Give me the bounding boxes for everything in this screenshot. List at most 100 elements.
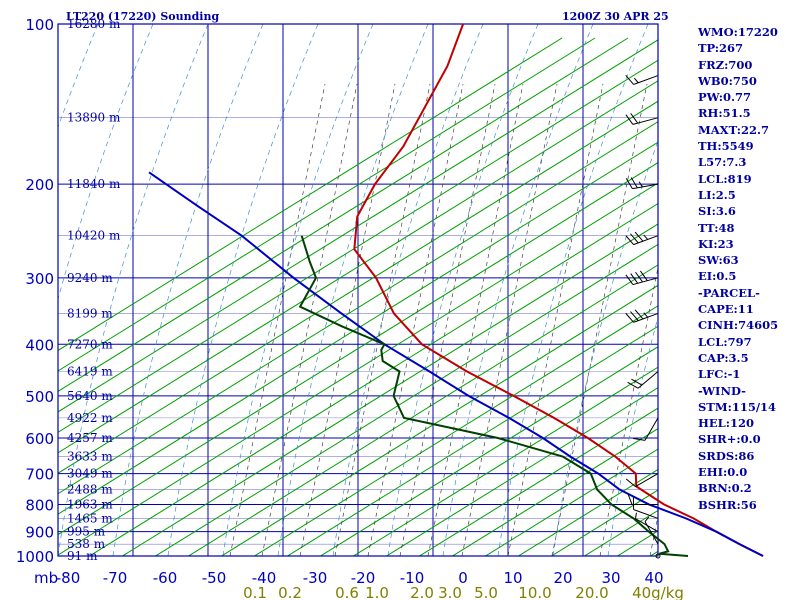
wind-barb (627, 493, 658, 505)
pressure-tick-label: 500 (25, 388, 54, 406)
moist-adiabat (58, 24, 209, 556)
dry-adiabat (58, 141, 658, 515)
index-item: -PARCEL- (698, 285, 760, 300)
index-item: -WIND- (698, 383, 746, 398)
index-item: EHI:0.0 (698, 465, 748, 480)
height-label: 5640 m (67, 389, 113, 403)
barb-half-flag (644, 516, 650, 522)
dry-adiabat (154, 243, 658, 556)
barb-staff (633, 235, 659, 246)
pressure-tick-label: 100 (25, 16, 54, 34)
mixing-ratio-label: 0.1 (243, 584, 267, 600)
profiles (148, 23, 764, 557)
barb-flag (630, 113, 639, 124)
barb-flag (625, 75, 634, 85)
dry-adiabat (451, 428, 658, 556)
wind-barb (625, 309, 659, 323)
index-item: L57:7.3 (698, 155, 747, 170)
moist-adiabat (222, 24, 374, 556)
calm-circle (655, 553, 661, 559)
index-item: TP:267 (698, 41, 744, 56)
wind-barb (633, 417, 659, 441)
moist-adiabat (332, 24, 484, 556)
pressure-tick-label: 400 (25, 336, 54, 354)
height-label: 538 m (67, 537, 106, 551)
barb-staff (644, 417, 659, 441)
index-item: STM:115/14 (698, 399, 777, 414)
ylabel: mb (34, 569, 58, 587)
barb-half-flag (638, 181, 643, 188)
height-label: 7270 m (67, 337, 113, 351)
dry-adiabat (418, 407, 658, 556)
wind-barb (625, 270, 659, 286)
temperature-tick-label: -60 (153, 569, 178, 587)
height-label: 6419 m (67, 365, 113, 379)
mixing-ratio-label: 0.6 (335, 584, 359, 600)
dry-adiabat (352, 366, 658, 556)
barb-staff (632, 277, 659, 286)
temperature-tick-label: 0 (458, 569, 468, 587)
barb-staff (635, 473, 659, 488)
profile-series-2 (148, 171, 764, 557)
index-item: SRDS:86 (698, 448, 755, 463)
barb-flag (625, 235, 634, 245)
wind-barb (627, 371, 659, 389)
mixing-ratio-label: 5.0 (474, 584, 498, 600)
wind-barb (625, 75, 659, 85)
barb-flag (630, 311, 639, 321)
height-label: 16280 m (67, 17, 121, 31)
pressure-tick-label: 200 (25, 176, 54, 194)
barb-half-flag (643, 312, 649, 318)
index-item: SW:63 (698, 253, 739, 268)
height-label: 8199 m (67, 306, 113, 320)
height-label: 13890 m (67, 111, 121, 125)
height-label: 4922 m (67, 411, 113, 425)
wind-barb (632, 497, 659, 519)
barb-flag (625, 178, 633, 189)
index-item: CAP:3.5 (698, 350, 749, 365)
wind-barbs (625, 75, 661, 559)
wind-barb (625, 113, 659, 125)
barb-half-flag (633, 77, 639, 84)
temperature-tick-label: -80 (56, 569, 81, 587)
barb-flag (627, 493, 633, 505)
index-item: KI:23 (698, 236, 734, 251)
index-item: TT:48 (698, 220, 735, 235)
index-item: CAPE:11 (698, 302, 754, 317)
mixing-ratio-label: 2.0 (410, 584, 434, 600)
plot-border (57, 23, 659, 557)
index-item: HEL:120 (698, 416, 754, 431)
moist-adiabat (112, 24, 264, 556)
dry-adiabat (58, 37, 629, 392)
barb-staff (644, 521, 659, 545)
dry-adiabat (385, 387, 658, 556)
indices-panel: WMO:17220 TP:267 FRZ:700 WB0:750 PW:0.77 RH:5… (698, 24, 798, 513)
index-item: CINH:74605 (698, 318, 779, 333)
dry-adiabat (58, 121, 658, 495)
height-label: 995 m (67, 525, 106, 539)
index-item: PW:0.77 (698, 90, 752, 105)
pressure-tick-label: 900 (25, 524, 54, 542)
barb-flag (625, 114, 634, 125)
index-item: BRN:0.2 (698, 481, 752, 496)
dry-adiabat (484, 448, 658, 556)
index-item: WB0:750 (698, 73, 757, 88)
height-label: 1465 m (67, 511, 113, 525)
barb-flag (630, 233, 639, 244)
index-item: EI:0.5 (698, 269, 737, 284)
wind-barb (655, 553, 661, 559)
barb-staff (632, 183, 659, 190)
index-item: LI:2.5 (698, 187, 736, 202)
dry-adiabat (58, 162, 658, 536)
index-item: LFC:-1 (698, 367, 741, 382)
moist-adiabat (552, 140, 658, 556)
profile-series-3 (298, 235, 689, 557)
mixing-ratio-line (551, 83, 648, 556)
pressure-tick-label: 1000 (16, 548, 54, 566)
mixing-ratio-line (399, 83, 496, 556)
mixing-ratio-line (367, 83, 464, 556)
temperature-tick-label: 30 (601, 569, 620, 587)
barb-staff (633, 509, 659, 519)
barb-flag (630, 177, 638, 189)
